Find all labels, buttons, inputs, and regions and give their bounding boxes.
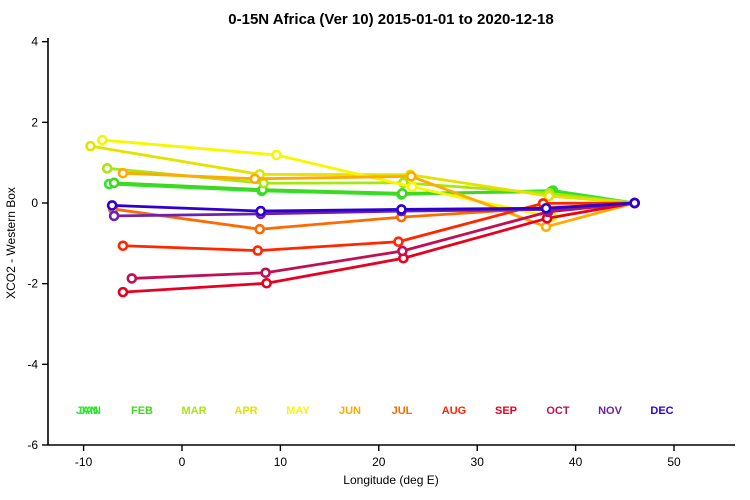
chart-title: 0-15N Africa (Ver 10) 2015-01-01 to 2020… [228, 11, 553, 28]
data-point-apr [85, 140, 96, 152]
data-point-sep [261, 277, 272, 289]
month-legend-oct: OCT [546, 405, 570, 417]
y-tick-label: -2 [27, 277, 38, 291]
data-point-dec [629, 197, 640, 209]
data-point-apr [543, 190, 555, 202]
data-point-aug [393, 236, 404, 248]
month-legend-dec: DEC [650, 405, 673, 417]
month-legend-sep: SEP [495, 405, 517, 417]
month-legend-feb: FEB [131, 405, 153, 417]
month-legend-apr: APR [234, 405, 257, 417]
month-legend-may: MAY [286, 405, 310, 417]
month-legend-jun: JUN [339, 405, 361, 417]
x-tick-label: 0 [179, 455, 186, 469]
data-point-jun [117, 167, 129, 179]
data-point-dec [540, 202, 552, 214]
x-tick-label: 30 [471, 455, 485, 469]
y-tick-label: -4 [27, 357, 38, 371]
data-point-jun [540, 221, 552, 233]
data-point-dec [396, 204, 407, 215]
data-point-may [271, 149, 282, 161]
x-tick-label: 40 [569, 455, 583, 469]
month-legend-mar: MAR [181, 405, 206, 417]
data-point-may [96, 134, 108, 146]
month-legend-nov: NOV [598, 405, 623, 417]
data-point-feb [108, 177, 120, 189]
data-point-dec [255, 205, 267, 217]
data-point-may [406, 181, 418, 193]
x-tick-label: 10 [274, 455, 288, 469]
data-point-feb [397, 188, 408, 199]
y-tick-label: 2 [31, 115, 38, 129]
data-point-mar [101, 163, 113, 174]
data-point-oct [126, 273, 138, 284]
y-tick-label: 4 [31, 35, 38, 49]
month-legend-jan: JAN [79, 405, 101, 417]
y-tick-label: 0 [31, 196, 38, 210]
data-point-oct [260, 267, 271, 279]
y-axis-title: XCO2 - Western Box [4, 187, 18, 299]
data-point-jun [249, 173, 261, 185]
x-tick-label: -10 [75, 455, 93, 469]
x-tick-label: 50 [667, 455, 681, 469]
data-point-sep [117, 286, 129, 298]
y-tick-label: -6 [27, 438, 38, 452]
month-legend-jul: JUL [392, 405, 413, 417]
month-legend-overprint: JAN [76, 405, 98, 417]
data-point-mar [258, 177, 269, 189]
series-line-may [100, 138, 637, 219]
month-legend-aug: AUG [442, 405, 466, 417]
data-point-dec [106, 200, 118, 211]
data-point-oct [397, 245, 408, 257]
x-tick-label: 20 [372, 455, 386, 469]
data-point-nov [108, 210, 120, 222]
x-axis-title: Longitude (deg E) [343, 473, 438, 487]
data-point-aug [252, 245, 264, 256]
data-point-aug [117, 240, 129, 252]
data-point-jun [405, 171, 417, 182]
data-point-jul [254, 223, 266, 235]
